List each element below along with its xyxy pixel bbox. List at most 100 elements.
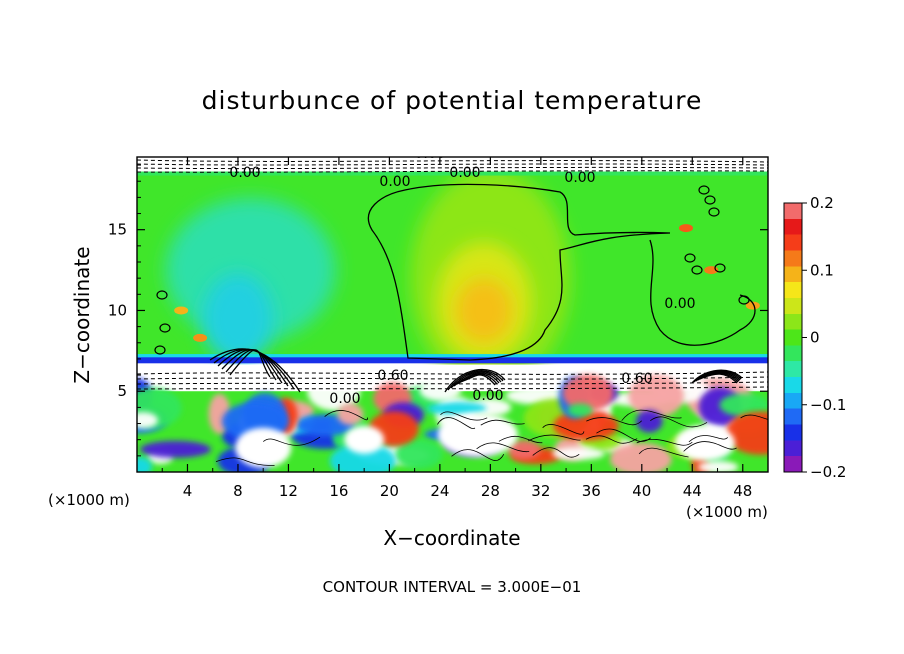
boundary-eddy-white	[437, 412, 518, 457]
colorbar-tick-label: −0.1	[810, 396, 846, 414]
contour-dense-left	[229, 349, 271, 378]
contour-dense-mid	[447, 370, 504, 391]
contour-loop	[714, 263, 726, 273]
x-tick-label: 12	[279, 482, 298, 500]
contour-loop	[708, 207, 720, 217]
field-group: 0.000.000.000.00 0.000.000.60 0.600.00 0.00	[137, 146, 768, 472]
boundary-eddy	[140, 440, 211, 458]
contour-dashed-top	[137, 159, 768, 163]
contour-loop	[154, 345, 166, 355]
contour-lower	[528, 434, 581, 442]
top-strip-edge	[137, 171, 768, 176]
contour-dense-mid	[444, 368, 506, 393]
contour-label: 0.00	[449, 165, 480, 181]
contour-lower	[532, 447, 580, 458]
x-axis-label: X−coordinate	[383, 526, 521, 550]
boundary-eddy	[567, 403, 593, 417]
y-tick-label: 5	[117, 382, 127, 400]
warm-spot	[193, 333, 208, 342]
boundary-eddy-white	[674, 424, 735, 461]
boundary-eddy	[553, 410, 619, 441]
contour-lower	[586, 417, 643, 426]
contour-lower	[542, 424, 585, 435]
warm-spot	[678, 224, 693, 233]
contour-lower	[636, 438, 693, 446]
x-tick-label: 32	[531, 482, 550, 500]
colorbar	[783, 202, 803, 473]
x-tick-label: 48	[733, 482, 752, 500]
contour-loop	[691, 265, 703, 275]
contour-label: 0.60	[377, 368, 408, 384]
contour-loop	[704, 195, 716, 205]
boundary-eddy	[329, 443, 396, 472]
contour-lower	[451, 449, 505, 461]
contour-label: 0.00	[414, 146, 445, 162]
contour-loop	[156, 290, 168, 300]
contour-label: 0.00	[229, 165, 260, 181]
contour-lower	[263, 436, 321, 446]
boundary-eddy	[628, 374, 684, 418]
boundary-eddy	[137, 456, 152, 472]
x-tick-label: 16	[329, 482, 348, 500]
contour-lower	[498, 436, 543, 444]
contour-lower	[621, 409, 682, 421]
boundary-eddy	[507, 440, 541, 460]
contour-label: 0.60	[621, 371, 652, 387]
contour-label: 0.00	[379, 174, 410, 190]
x-tick-label: 40	[632, 482, 651, 500]
contour-label: 0.00	[564, 170, 595, 186]
inversion-blue	[137, 357, 768, 364]
boundary-eddy-white	[235, 427, 292, 468]
contour-dense-mid	[459, 374, 496, 386]
contour-loop	[684, 253, 696, 263]
contours-dashed	[137, 159, 768, 390]
colorbar-tick-label: 0.1	[810, 261, 834, 279]
x-tick-label: 44	[683, 482, 702, 500]
cool-patch-core	[202, 273, 273, 364]
contour-lower	[688, 435, 729, 443]
boundary-eddy	[395, 439, 443, 470]
contour-lower	[437, 417, 476, 429]
boundary-eddy	[137, 412, 158, 429]
contour-dense-right	[701, 373, 738, 384]
contour-lower	[585, 435, 638, 444]
x-tick-label: 24	[430, 482, 449, 500]
contour-dashed-boundary	[137, 386, 768, 390]
x-unit-right: (×1000 m)	[686, 503, 768, 521]
contour-lower	[596, 428, 651, 442]
boundary-eddy	[307, 370, 361, 411]
colorbar-tick-label: −0.2	[810, 463, 846, 481]
y-tick-label: 10	[108, 301, 127, 319]
contour-lower	[440, 411, 488, 421]
contour-dashed-boundary	[137, 381, 768, 385]
contour-dashed-top	[137, 166, 768, 170]
boundary-eddy-white	[344, 425, 385, 454]
contour-lower	[638, 447, 689, 458]
chart-title: disturbunce of potential temperature	[201, 86, 703, 115]
contour-loop	[698, 185, 710, 195]
boundary-eddy	[635, 409, 663, 433]
contour-lower	[650, 416, 708, 428]
boundary-eddy	[610, 442, 672, 472]
contour-label: 0.00	[329, 391, 360, 407]
x-tick-label: 20	[380, 482, 399, 500]
contour-loop	[738, 295, 750, 305]
contour-dashed-boundary	[137, 376, 768, 380]
contour-lower	[480, 419, 525, 426]
boundary-eddy	[725, 411, 768, 455]
x-unit-left: (×1000 m)	[48, 491, 130, 509]
contour-zero-right	[649, 239, 756, 346]
contour-dashed-top	[137, 163, 768, 166]
warm-core-peak	[456, 278, 513, 343]
contour-label: 0.00	[472, 388, 503, 404]
contour-lower	[324, 410, 368, 421]
contour-dashed-boundary	[137, 371, 768, 375]
contour-label: 0.00	[664, 296, 695, 312]
inversion-cyan	[137, 354, 768, 360]
boundary-eddy	[719, 393, 768, 417]
x-tick-label: 4	[183, 482, 193, 500]
contour-lower	[740, 414, 768, 420]
colorbar-tick-label: 0.2	[810, 194, 834, 212]
contour-zero-column	[367, 183, 671, 361]
contour-lower	[476, 442, 530, 452]
